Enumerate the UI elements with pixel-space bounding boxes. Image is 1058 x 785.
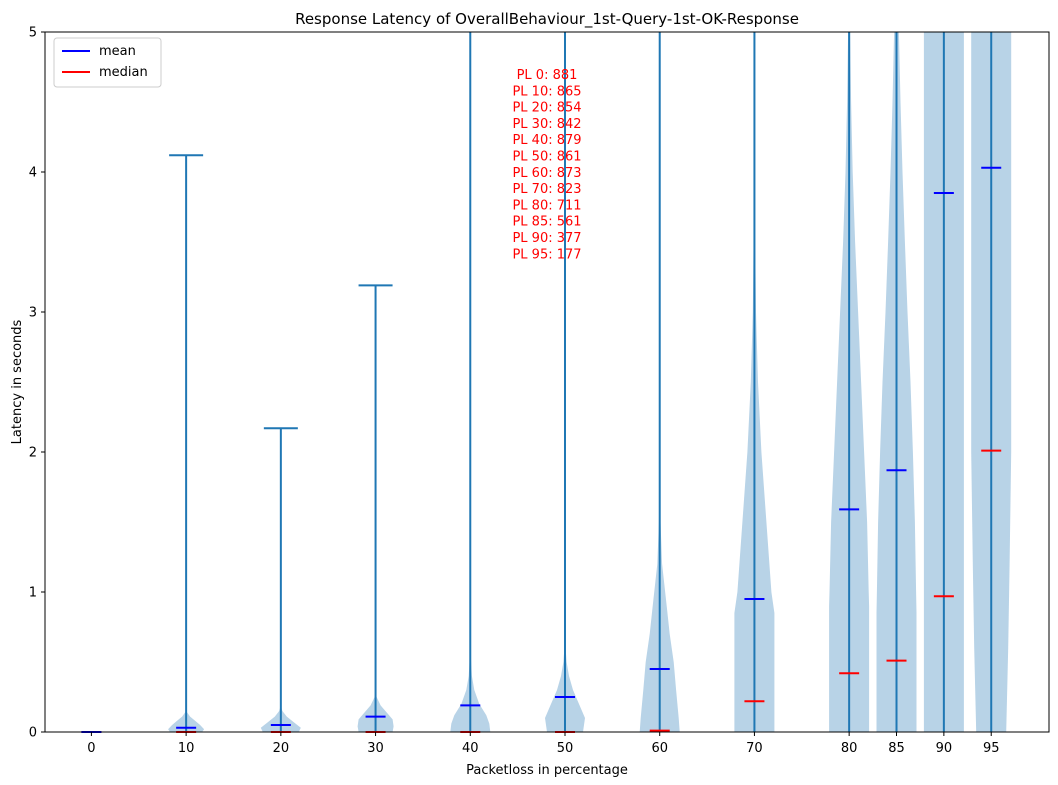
- x-tick-label-70: 70: [746, 741, 763, 756]
- x-tick-label-95: 95: [983, 741, 1000, 756]
- annotation-line: PL 0: 881: [517, 68, 578, 83]
- annotation-line: PL 80: 711: [512, 198, 581, 213]
- annotation-line: PL 50: 861: [512, 150, 581, 165]
- legend: mean median: [53, 37, 162, 88]
- legend-median-label: median: [99, 65, 148, 80]
- x-tick-label-90: 90: [936, 741, 953, 756]
- stem-layer: [169, 32, 993, 732]
- y-tick-label-5: 5: [29, 26, 37, 41]
- chart-title: Response Latency of OverallBehaviour_1st…: [295, 10, 799, 29]
- annotation-line: PL 60: 873: [512, 166, 581, 181]
- annotation-line: PL 70: 823: [512, 182, 581, 197]
- x-tick-label-20: 20: [273, 741, 290, 756]
- x-tick-label-40: 40: [462, 741, 479, 756]
- x-axis-ticks: 0 10 20 30 40 50 60 70 80 85 90 95: [87, 732, 999, 756]
- x-tick-label-85: 85: [888, 741, 905, 756]
- annotation-line: PL 10: 865: [512, 84, 581, 99]
- annotation-line: PL 95: 177: [512, 247, 581, 262]
- x-axis-label: Packetloss in percentage: [466, 763, 628, 778]
- y-axis-ticks: 0 1 2 3 4 5: [29, 26, 45, 741]
- annotation-line: PL 30: 842: [512, 117, 581, 132]
- annotation-line: PL 85: 561: [512, 215, 581, 230]
- x-tick-label-30: 30: [367, 741, 384, 756]
- legend-mean-label: mean: [99, 44, 136, 59]
- x-tick-label-10: 10: [178, 741, 195, 756]
- y-tick-label-1: 1: [29, 586, 37, 601]
- annotation-line: PL 20: 854: [512, 101, 581, 116]
- y-tick-label-0: 0: [29, 726, 37, 741]
- y-axis-label: Latency in seconds: [10, 319, 25, 444]
- x-tick-label-50: 50: [557, 741, 574, 756]
- x-tick-label-0: 0: [87, 741, 95, 756]
- y-tick-label-4: 4: [29, 166, 37, 181]
- violin-layer: [168, 32, 1012, 732]
- x-tick-label-60: 60: [651, 741, 668, 756]
- annotation-line: PL 90: 377: [512, 231, 581, 246]
- y-tick-label-2: 2: [29, 446, 37, 461]
- y-tick-label-3: 3: [29, 306, 37, 321]
- plot-frame: [44, 31, 1050, 733]
- annotation-line: PL 40: 879: [512, 133, 581, 148]
- x-tick-label-80: 80: [841, 741, 858, 756]
